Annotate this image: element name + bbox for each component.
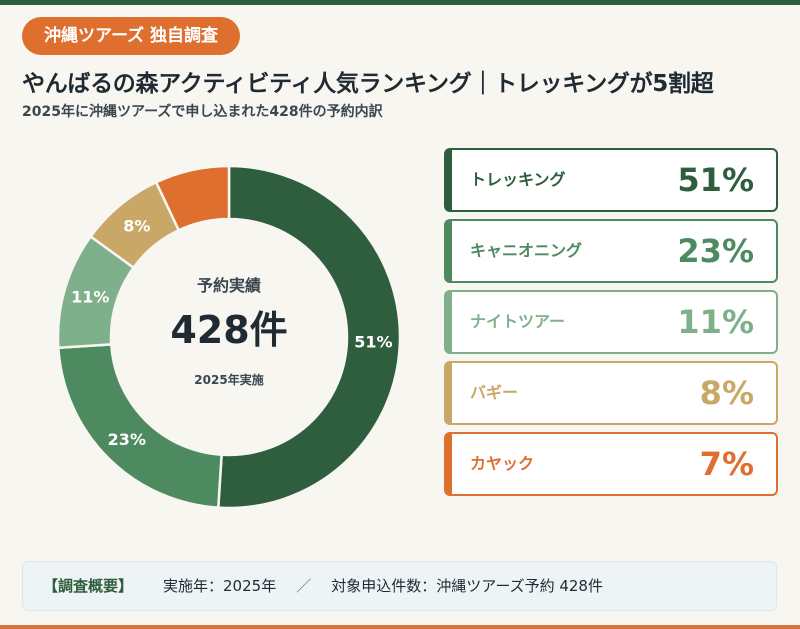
ranking-card: ナイトツアー 11% [444,290,778,354]
source-badge: 沖縄ツアーズ 独自調査 [22,17,241,55]
ranking-card-label: キャニオニング [470,241,583,260]
center-label: 予約実績 [197,276,261,295]
ranking-card-value: 11% [677,303,754,341]
ranking-card-label: トレッキング [470,170,566,189]
summary-heading: 【調査概要】 [43,577,134,595]
donut-chart: 51% 23% 11% 8% 予約実績 428件 2025年実施 [56,164,402,510]
ranking-card-value: 23% [677,232,754,270]
summary-separator: ／ [296,577,312,595]
slice-percent-label: 8% [123,217,150,236]
summary-year: 実施年：2025年 [163,577,277,595]
top-accent-bar [0,0,800,5]
ranking-card: トレッキング 51% [444,148,778,212]
donut-slice [57,343,223,509]
ranking-card-value: 8% [699,374,754,412]
ranking-card: キャニオニング 23% [444,219,778,283]
ranking-card-value: 51% [677,161,754,199]
page-title: やんばるの森アクティビティ人気ランキング｜トレッキングが5割超 [22,71,714,97]
page-subtitle: 2025年に沖縄ツアーズで申し込まれた428件の予約内訳 [22,104,383,120]
center-value: 428件 [170,308,287,352]
donut-slice [154,164,231,232]
ranking-card-label: カヤック [470,454,535,473]
slice-percent-label: 51% [354,333,392,352]
center-sub: 2025年実施 [194,372,263,387]
donut-slice [216,164,402,510]
survey-summary: 【調査概要】 実施年：2025年 ／ 対象申込件数：沖縄ツアーズ予約 428件 [22,561,777,611]
summary-count: 対象申込件数：沖縄ツアーズ予約 428件 [331,577,603,595]
slice-percent-label: 23% [108,430,146,449]
ranking-card: バギー 8% [444,361,778,425]
ranking-card-label: ナイトツアー [470,312,566,331]
ranking-legend: トレッキング 51% キャニオニング 23% ナイトツアー 11% バギー 8% カヤック 7% [444,148,778,503]
slice-percent-label: 11% [71,288,109,307]
ranking-card: カヤック 7% [444,432,778,496]
ranking-card-value: 7% [699,445,754,483]
ranking-card-label: バギー [470,383,519,402]
bottom-accent-bar [0,625,800,629]
